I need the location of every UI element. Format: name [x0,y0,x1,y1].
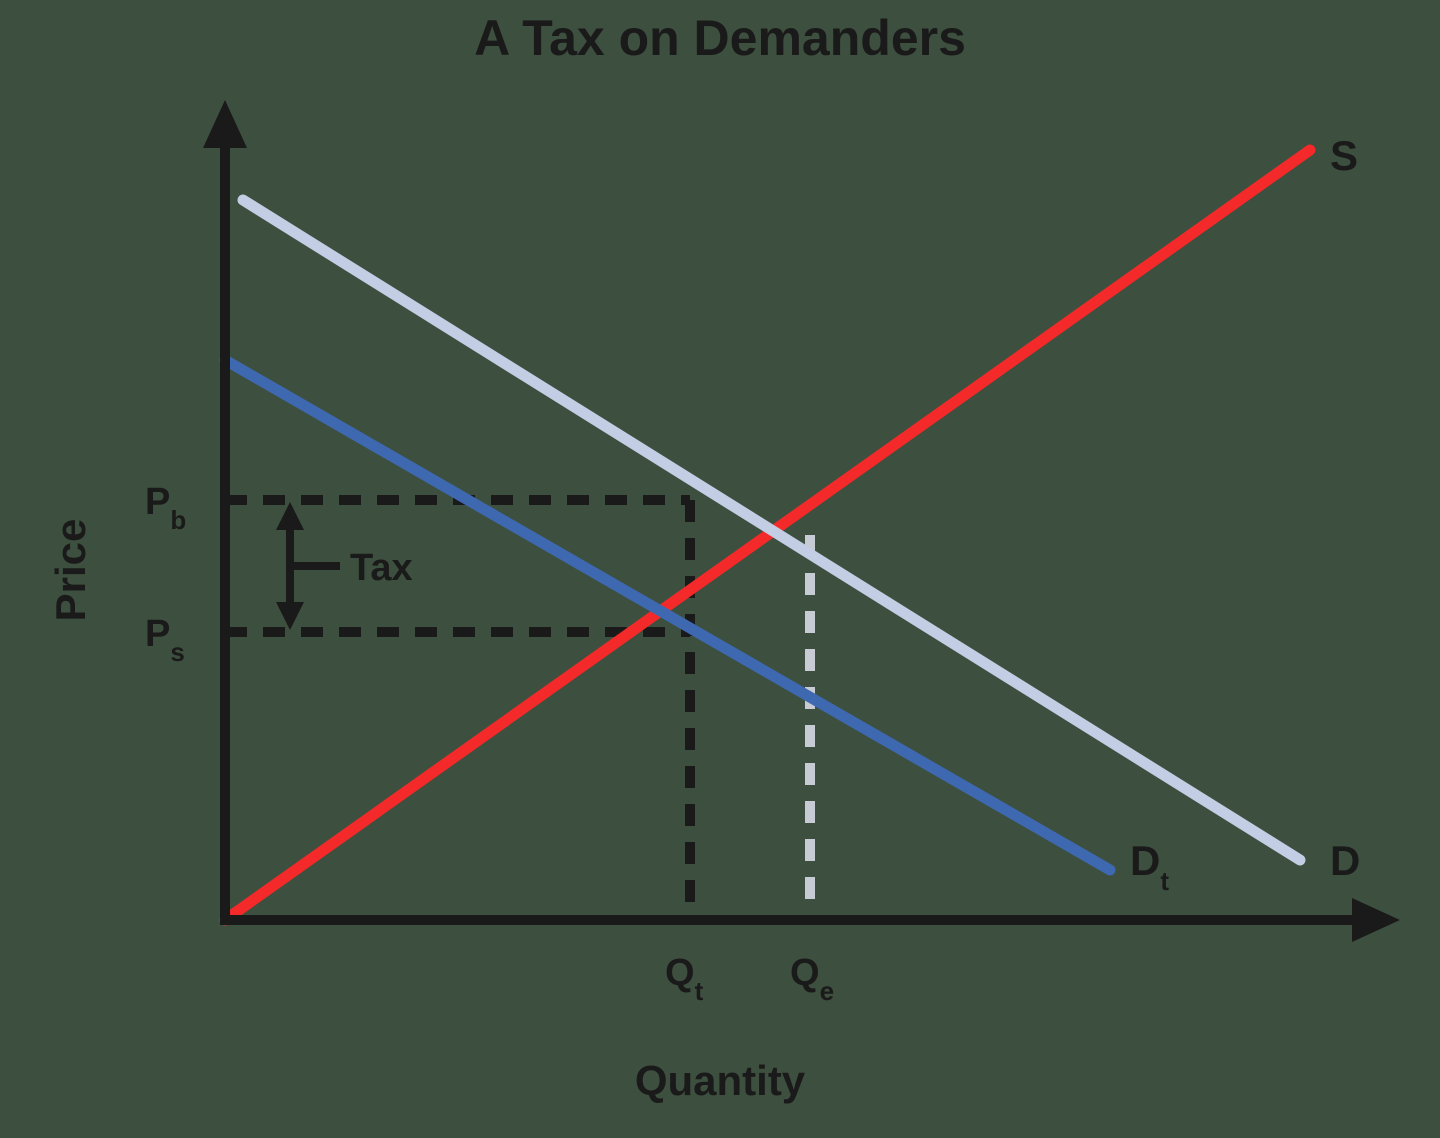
pb-label: Pb [145,481,186,535]
chart-title: A Tax on Demanders [474,10,966,66]
demand-curve [243,200,1300,860]
x-axis-arrow [1352,898,1400,942]
demand-tax-label: Dt [1130,837,1169,896]
ps-label: Ps [145,613,185,667]
tax-arrow-down [276,602,304,630]
tax-arrow-up [276,502,304,530]
x-axis-label: Quantity [635,1057,806,1104]
supply-label: S [1330,132,1358,179]
tax-indicator [276,502,340,630]
qe-label: Qe [790,952,834,1006]
supply-curve [225,150,1310,920]
chart-svg: A Tax on Demanders Price Quantity Tax [0,0,1440,1138]
tax-label: Tax [350,547,413,589]
demand-label: D [1330,837,1360,884]
qt-label: Qt [665,952,704,1006]
y-axis-arrow [203,100,247,148]
demand-tax-curve [225,360,1110,870]
chart-container: A Tax on Demanders Price Quantity Tax [0,0,1440,1138]
y-axis-label: Price [47,519,94,622]
